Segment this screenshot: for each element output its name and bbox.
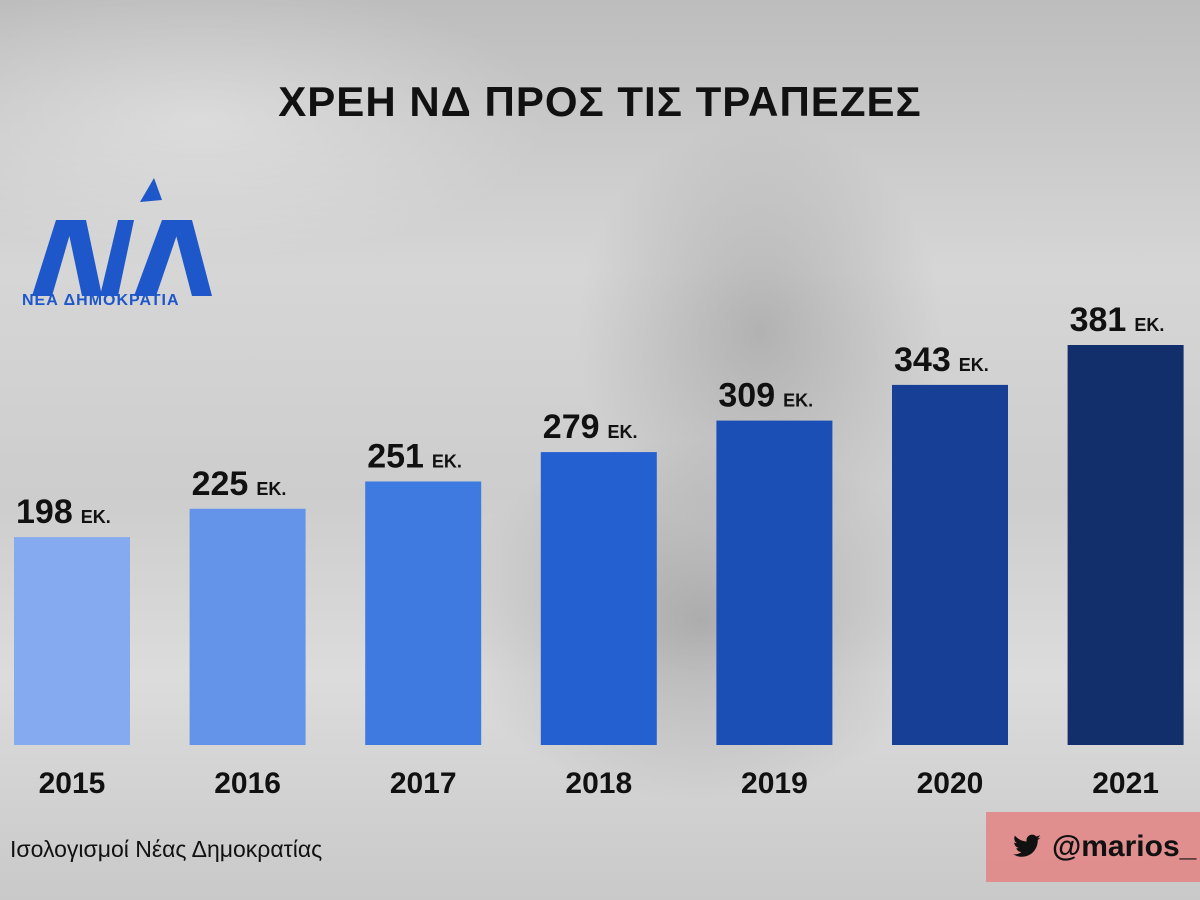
x-tick-label-2020: 2020 [917,767,984,800]
x-tick-label-2016: 2016 [214,767,281,800]
data-label-2015: 198 ΕΚ. [16,493,111,531]
bar-2021 [1067,345,1184,745]
data-label-2016: 225 ΕΚ. [192,465,287,503]
data-label-2017: 251 ΕΚ. [367,437,462,475]
data-label-2019: 309 ΕΚ. [718,377,813,415]
bar-2015 [14,537,130,745]
twitter-bird-icon [1013,834,1041,857]
x-tick-label-2018: 2018 [565,767,632,800]
x-tick-label-2021: 2021 [1092,767,1159,800]
source-note: Ισολογισμοί Νέας Δημοκρατίας [10,836,323,862]
x-tick-label-2017: 2017 [390,767,457,800]
data-label-2020: 343 ΕΚ. [894,341,989,379]
twitter-handle-badge[interactable]: @marios_ [986,812,1200,882]
nd-logo-icon [32,178,212,296]
data-label-2018: 279 ΕΚ. [543,408,638,446]
bar-2017 [365,481,482,745]
bar-2018 [540,452,657,745]
logo-text: ΝΕΑ ΔΗΜΟΚΡΑΤΙΑ [22,292,180,309]
chart-title: ΧΡΕΗ ΝΔ ΠΡΟΣ ΤΙΣ ΤΡΑΠΕΖΕΣ [278,78,922,125]
data-label-2021: 381 ΕΚ. [1070,301,1165,339]
bar-2019 [716,420,833,745]
bar-2016 [189,508,306,745]
x-tick-label-2019: 2019 [741,767,808,800]
twitter-handle-text: @marios_ [1052,830,1197,863]
bar-2020 [892,384,1008,745]
x-tick-label-2015: 2015 [39,767,106,800]
